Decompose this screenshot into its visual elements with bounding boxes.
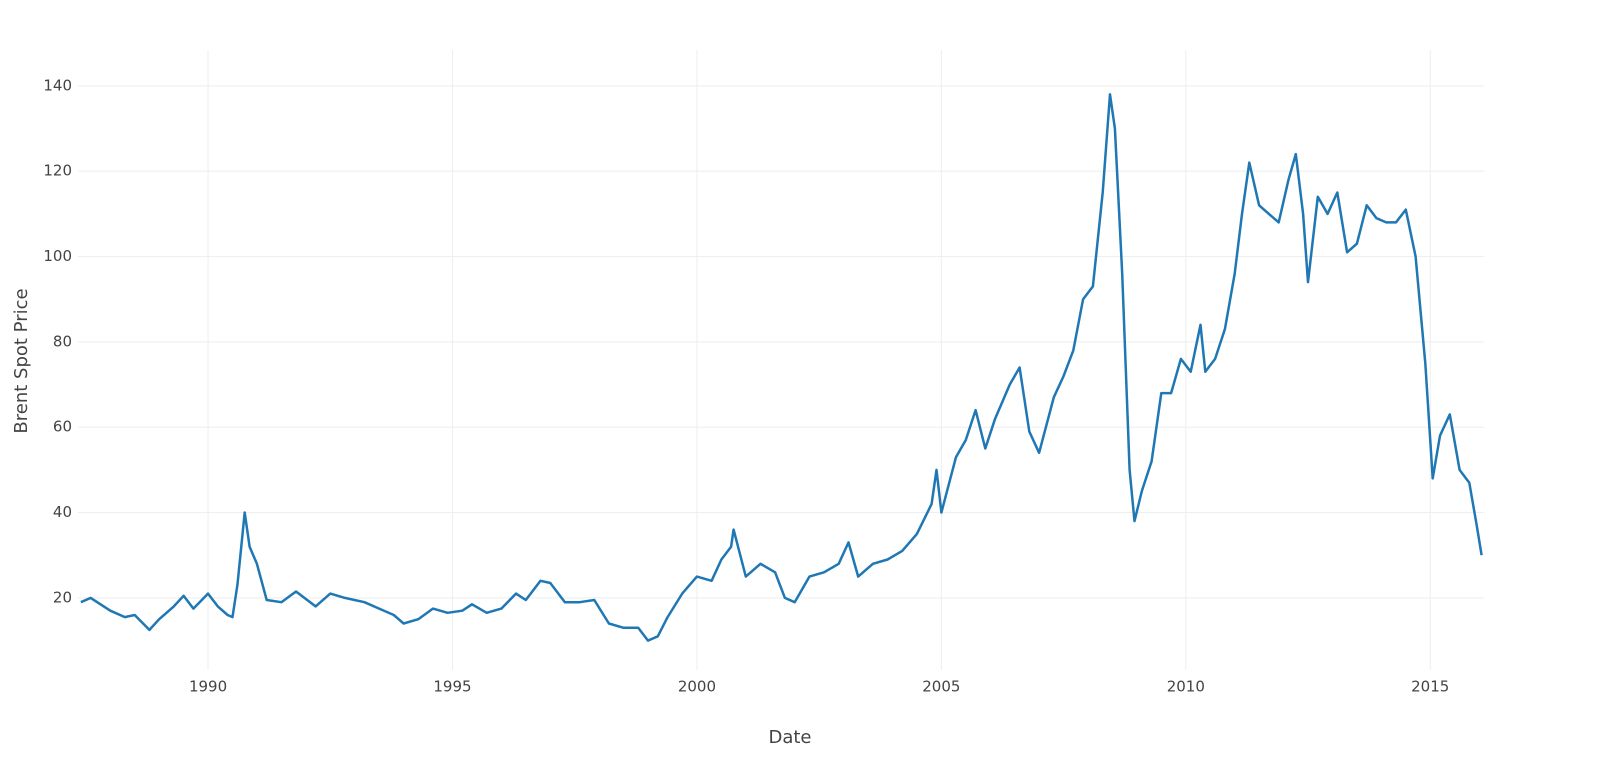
y-tick-label: 140 bbox=[43, 76, 72, 94]
x-tick-label: 2005 bbox=[922, 678, 960, 696]
y-tick-label: 40 bbox=[53, 503, 72, 521]
x-axis-label: Date bbox=[768, 727, 811, 748]
y-axis-label: Brent Spot Price bbox=[11, 288, 32, 433]
line-series bbox=[80, 93, 1483, 642]
x-tick-label: 1990 bbox=[189, 678, 227, 696]
y-tick-label: 60 bbox=[53, 418, 72, 436]
y-tick-label: 80 bbox=[53, 332, 72, 350]
x-tick-label: 1995 bbox=[433, 678, 471, 696]
y-tick-label: 100 bbox=[43, 247, 72, 265]
x-tick-label: 2010 bbox=[1167, 678, 1205, 696]
y-tick-label: 120 bbox=[43, 162, 72, 180]
x-tick-label: 2000 bbox=[678, 678, 716, 696]
y-tick-label: 20 bbox=[53, 588, 72, 606]
x-tick-label: 2015 bbox=[1411, 678, 1449, 696]
